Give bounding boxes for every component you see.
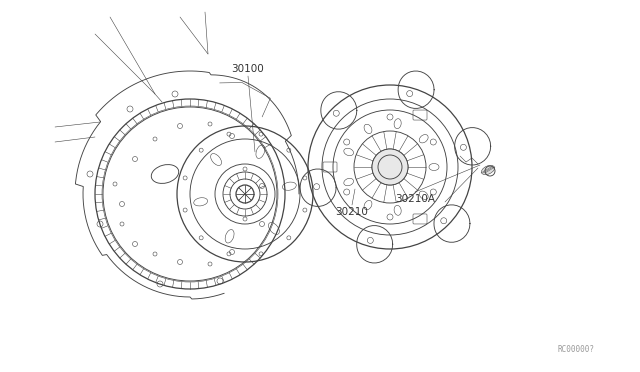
Text: RC00000?: RC00000? [558,345,595,354]
Circle shape [372,149,408,185]
Text: 30100: 30100 [232,64,264,74]
Text: 30210A: 30210A [395,194,435,204]
Text: 30210: 30210 [335,207,369,217]
Ellipse shape [481,165,495,175]
